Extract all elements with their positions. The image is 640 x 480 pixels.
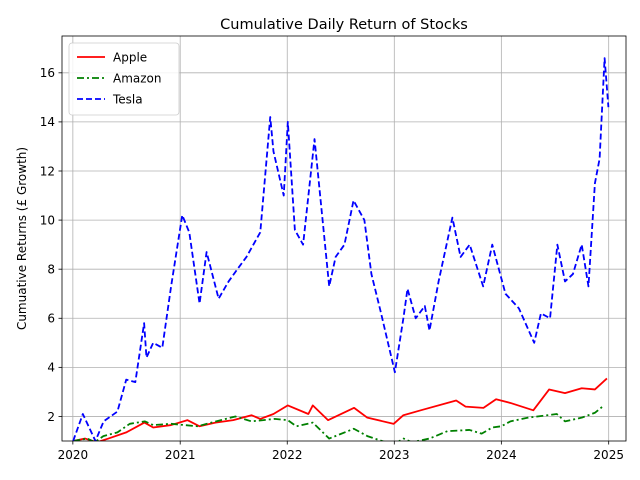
legend-frame [68,42,180,116]
x-tick-label: 2020 [58,448,89,462]
axes-frame [61,35,627,442]
x-tick-label: 2025 [593,448,624,462]
x-tick-label: 2021 [165,448,196,462]
y-tick-label: 14 [40,115,55,129]
series-line-apple [72,377,608,441]
legend-label-tesla: Tesla [112,92,143,106]
y-tick-label: 8 [47,262,55,276]
tick-layer: 2020 2021 2022 2023 2024 2025 2 4 6 8 10 12 14 16 [40,66,624,462]
y-axis-title: Cumuative Returns (£ Growth) [15,147,29,330]
y-tick-label: 12 [40,164,55,178]
y-tick-label: 10 [40,213,55,227]
legend-label-apple: Apple [113,50,147,64]
x-tick-label: 2024 [486,448,517,462]
x-tick-label: 2023 [379,448,410,462]
legend-label-amazon: Amazon [113,71,162,85]
legend: Apple Amazon Tesla [68,42,180,116]
series-layer [72,57,610,441]
chart-title: Cumulative Daily Return of Stocks [220,17,468,33]
y-tick-label: 16 [40,66,55,80]
y-tick-label: 6 [47,312,55,326]
grid-layer [62,36,626,441]
y-tick-label: 4 [47,361,55,375]
series-line-amazon [72,404,605,441]
x-tick-label: 2022 [272,448,303,462]
y-tick-label: 2 [47,410,55,424]
